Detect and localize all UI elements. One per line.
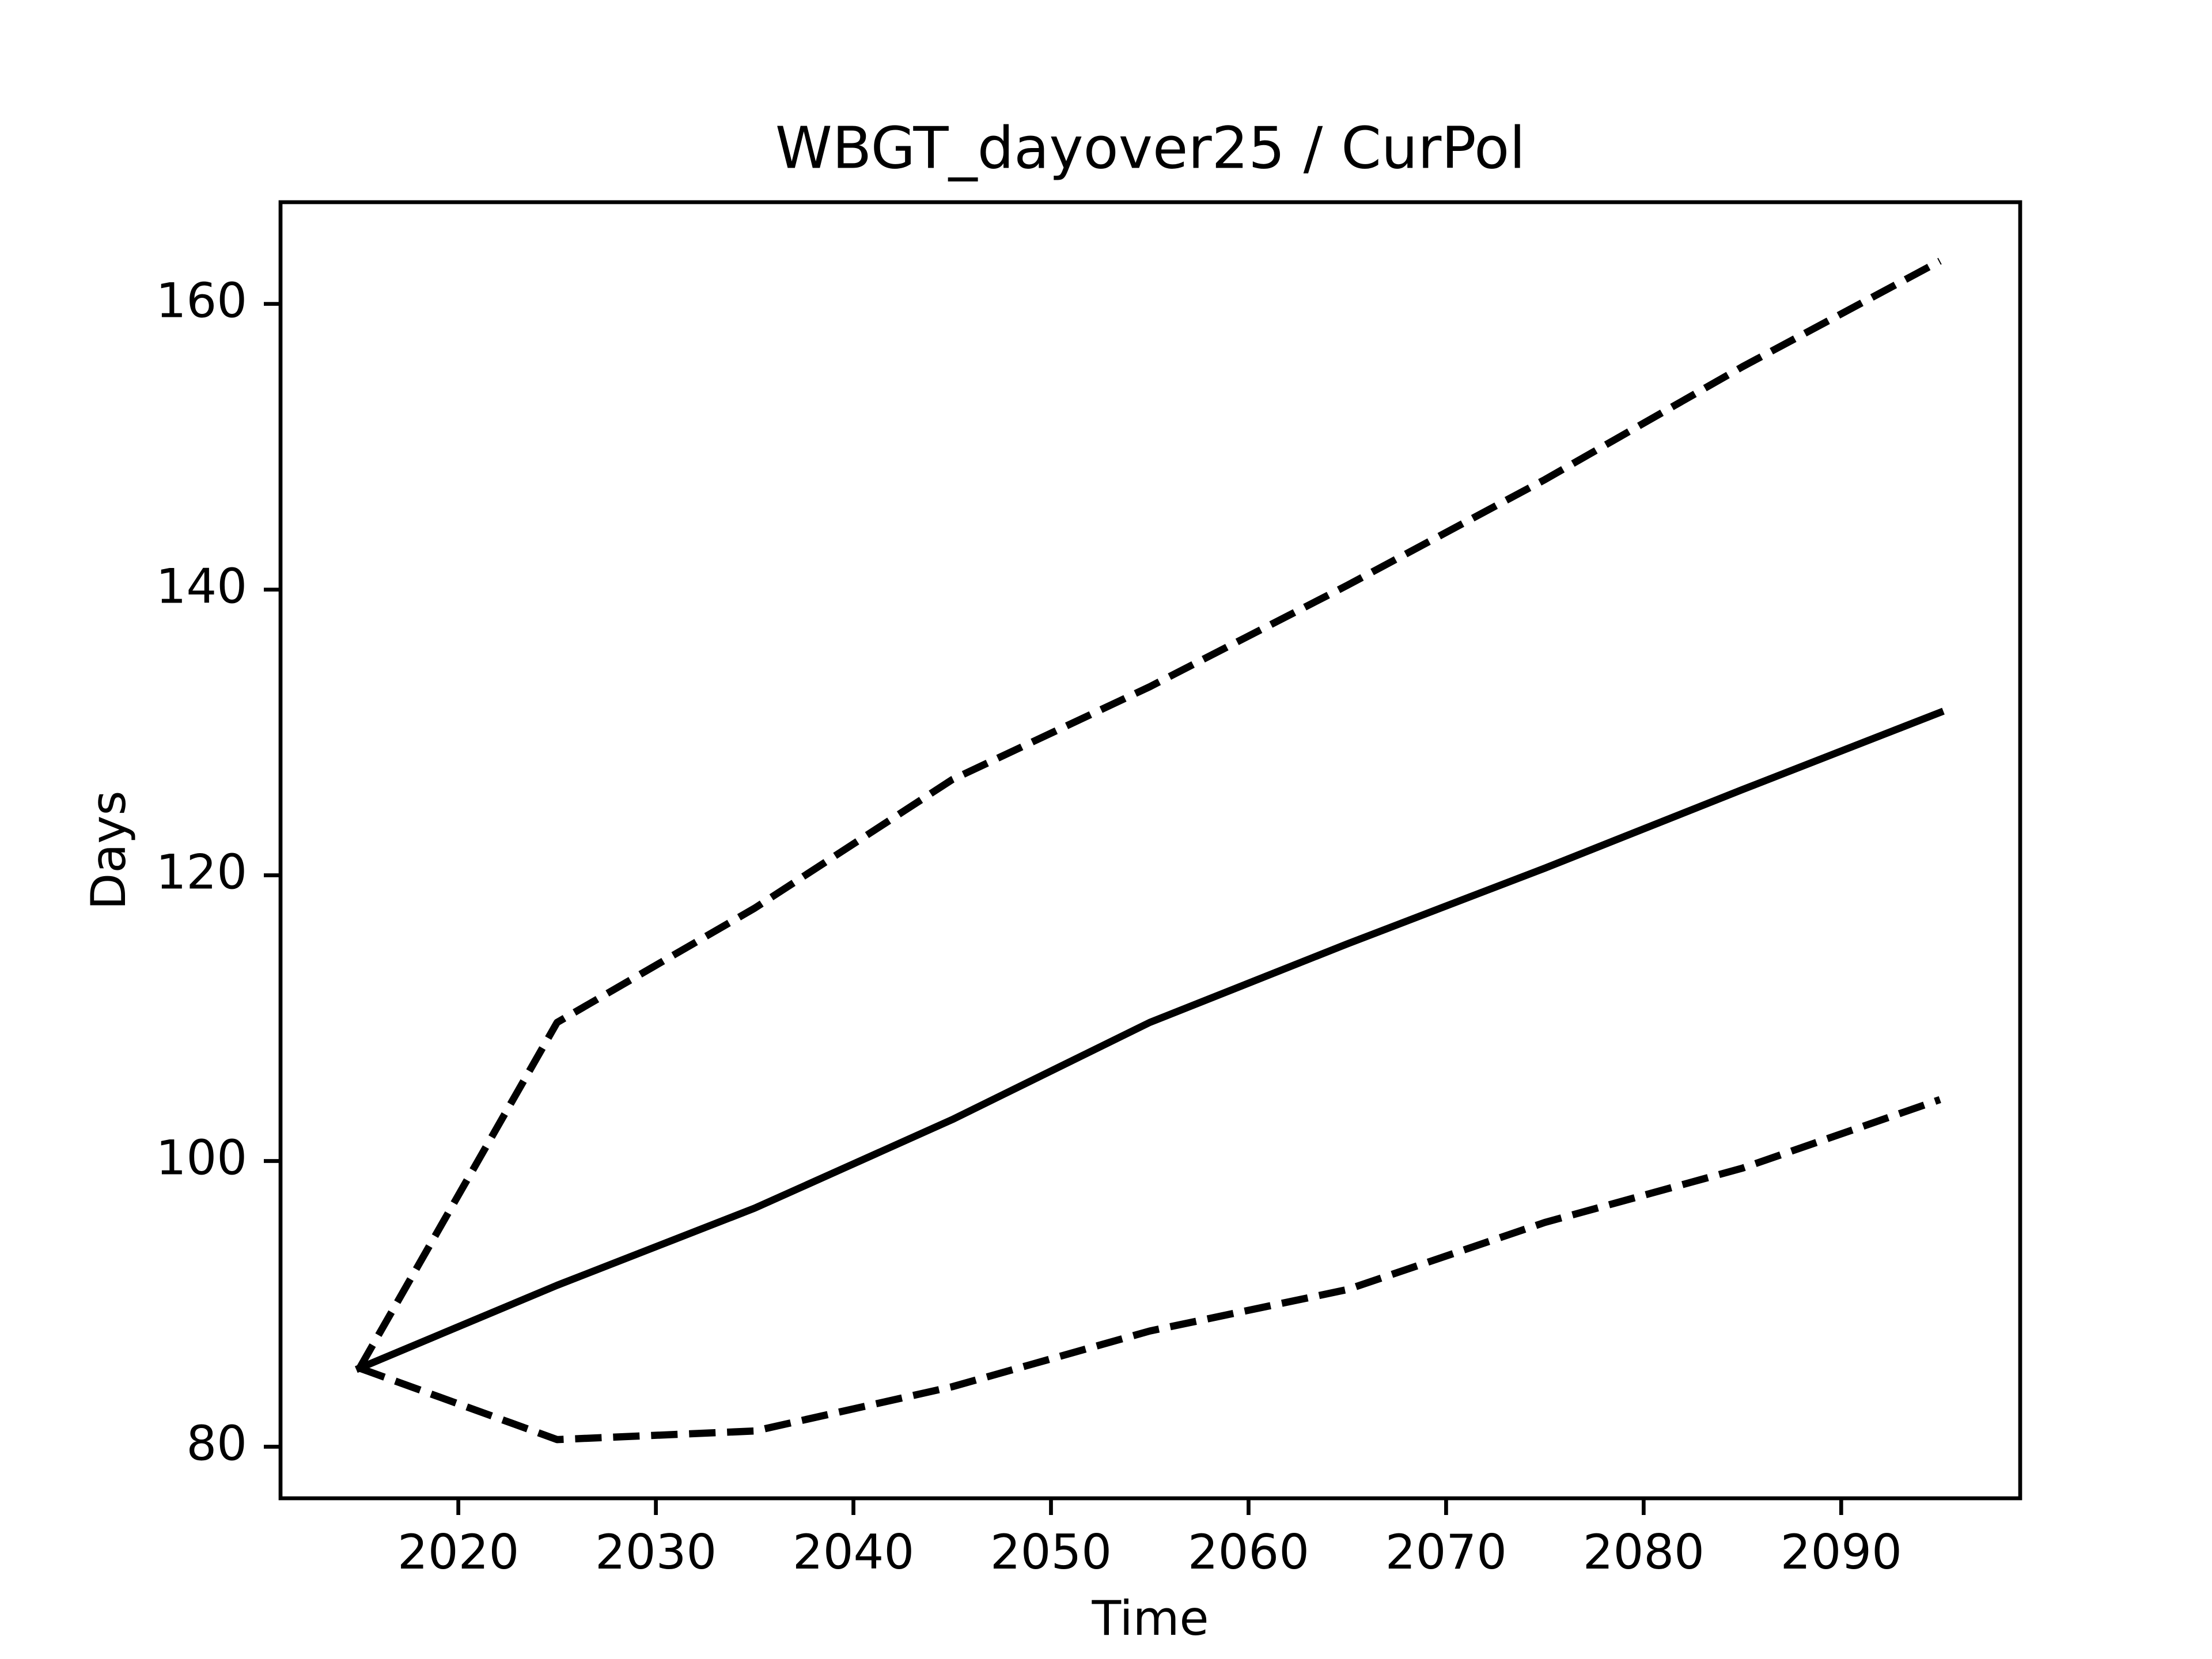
y-tick-label: 120	[156, 844, 247, 900]
x-tick-label: 2030	[595, 1524, 717, 1580]
x-tick-label: 2060	[1188, 1524, 1309, 1580]
chart-title: WBGT_dayover25 / CurPol	[775, 114, 1525, 181]
x-tick-label: 2020	[397, 1524, 519, 1580]
y-tick-label: 100	[156, 1130, 247, 1185]
x-tick-label: 2090	[1781, 1524, 1902, 1580]
y-axis-label: Days	[81, 790, 137, 910]
x-axis-label: Time	[1091, 1590, 1209, 1646]
x-tick-label: 2070	[1385, 1524, 1507, 1580]
y-tick-label: 80	[186, 1415, 247, 1471]
series-line	[354, 707, 1945, 1373]
series-line	[358, 1096, 1941, 1444]
x-tick-label: 2050	[990, 1524, 1112, 1580]
series-line	[356, 257, 1942, 1370]
y-tick-label: 140	[156, 558, 247, 614]
x-tick-label: 2080	[1583, 1524, 1705, 1580]
axes-frame	[278, 200, 2022, 1501]
plot-area	[354, 257, 1945, 1444]
y-tick-label: 160	[156, 273, 247, 329]
x-tick-label: 2040	[793, 1524, 914, 1580]
